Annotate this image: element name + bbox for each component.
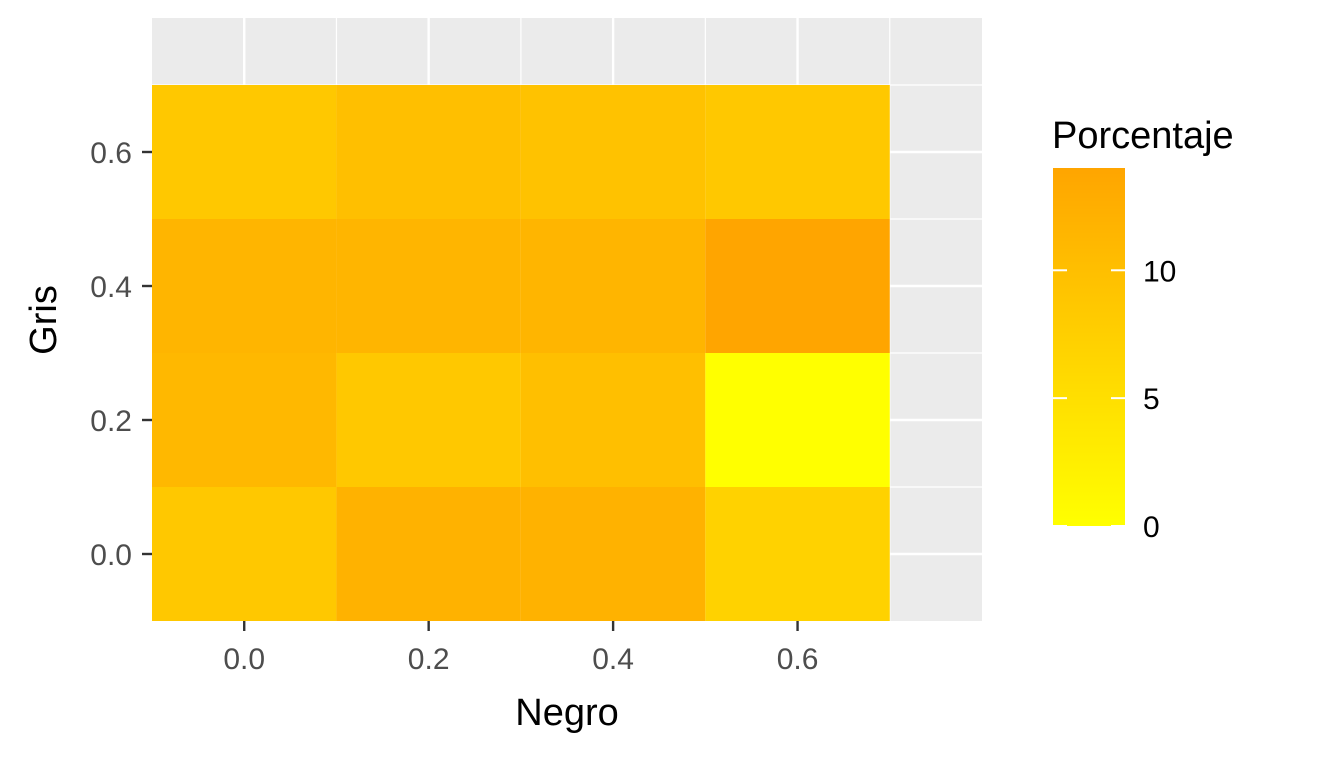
legend-tick-label: 5 bbox=[1143, 383, 1160, 416]
y-tick-label: 0.2 bbox=[90, 405, 132, 438]
heatmap-tile bbox=[705, 219, 890, 353]
y-axis-title: Gris bbox=[23, 285, 65, 355]
heatmap-tile bbox=[336, 85, 521, 219]
heatmap-tile bbox=[336, 487, 521, 621]
y-tick-label: 0.0 bbox=[90, 539, 132, 572]
legend-colorbar bbox=[1053, 168, 1125, 526]
heatmap-tile bbox=[705, 85, 890, 219]
x-tick-label: 0.2 bbox=[408, 643, 450, 676]
x-tick-label: 0.4 bbox=[592, 643, 634, 676]
y-axis-ticks: 0.0 0.2 0.4 0.6 bbox=[90, 137, 152, 572]
heatmap-tile bbox=[336, 219, 521, 353]
legend-tick-label: 0 bbox=[1143, 511, 1160, 544]
x-axis-ticks: 0.0 0.2 0.4 0.6 bbox=[223, 621, 818, 676]
x-tick-label: 0.0 bbox=[223, 643, 265, 676]
legend-tick-label: 10 bbox=[1143, 255, 1176, 288]
y-tick-label: 0.6 bbox=[90, 137, 132, 170]
heatmap-tile bbox=[520, 85, 706, 219]
heatmap-tile bbox=[705, 353, 890, 487]
heatmap-tiles bbox=[152, 85, 890, 621]
heatmap-tile bbox=[152, 487, 337, 621]
heatmap-tile bbox=[152, 219, 337, 353]
legend: Porcentaje 0 5 10 bbox=[1052, 115, 1234, 544]
legend-title: Porcentaje bbox=[1052, 115, 1234, 157]
y-tick-label: 0.4 bbox=[90, 271, 132, 304]
heatmap-tile bbox=[520, 353, 706, 487]
x-axis-title: Negro bbox=[515, 692, 619, 734]
heatmap-tile bbox=[520, 219, 706, 353]
x-tick-label: 0.6 bbox=[777, 643, 819, 676]
heatmap-tile bbox=[705, 487, 890, 621]
heatmap-tile bbox=[152, 85, 337, 219]
legend-ticks: 0 5 10 bbox=[1053, 255, 1176, 544]
heatmap-tile bbox=[336, 353, 521, 487]
heatmap-tile bbox=[152, 353, 337, 487]
heatmap-tile bbox=[520, 487, 706, 621]
